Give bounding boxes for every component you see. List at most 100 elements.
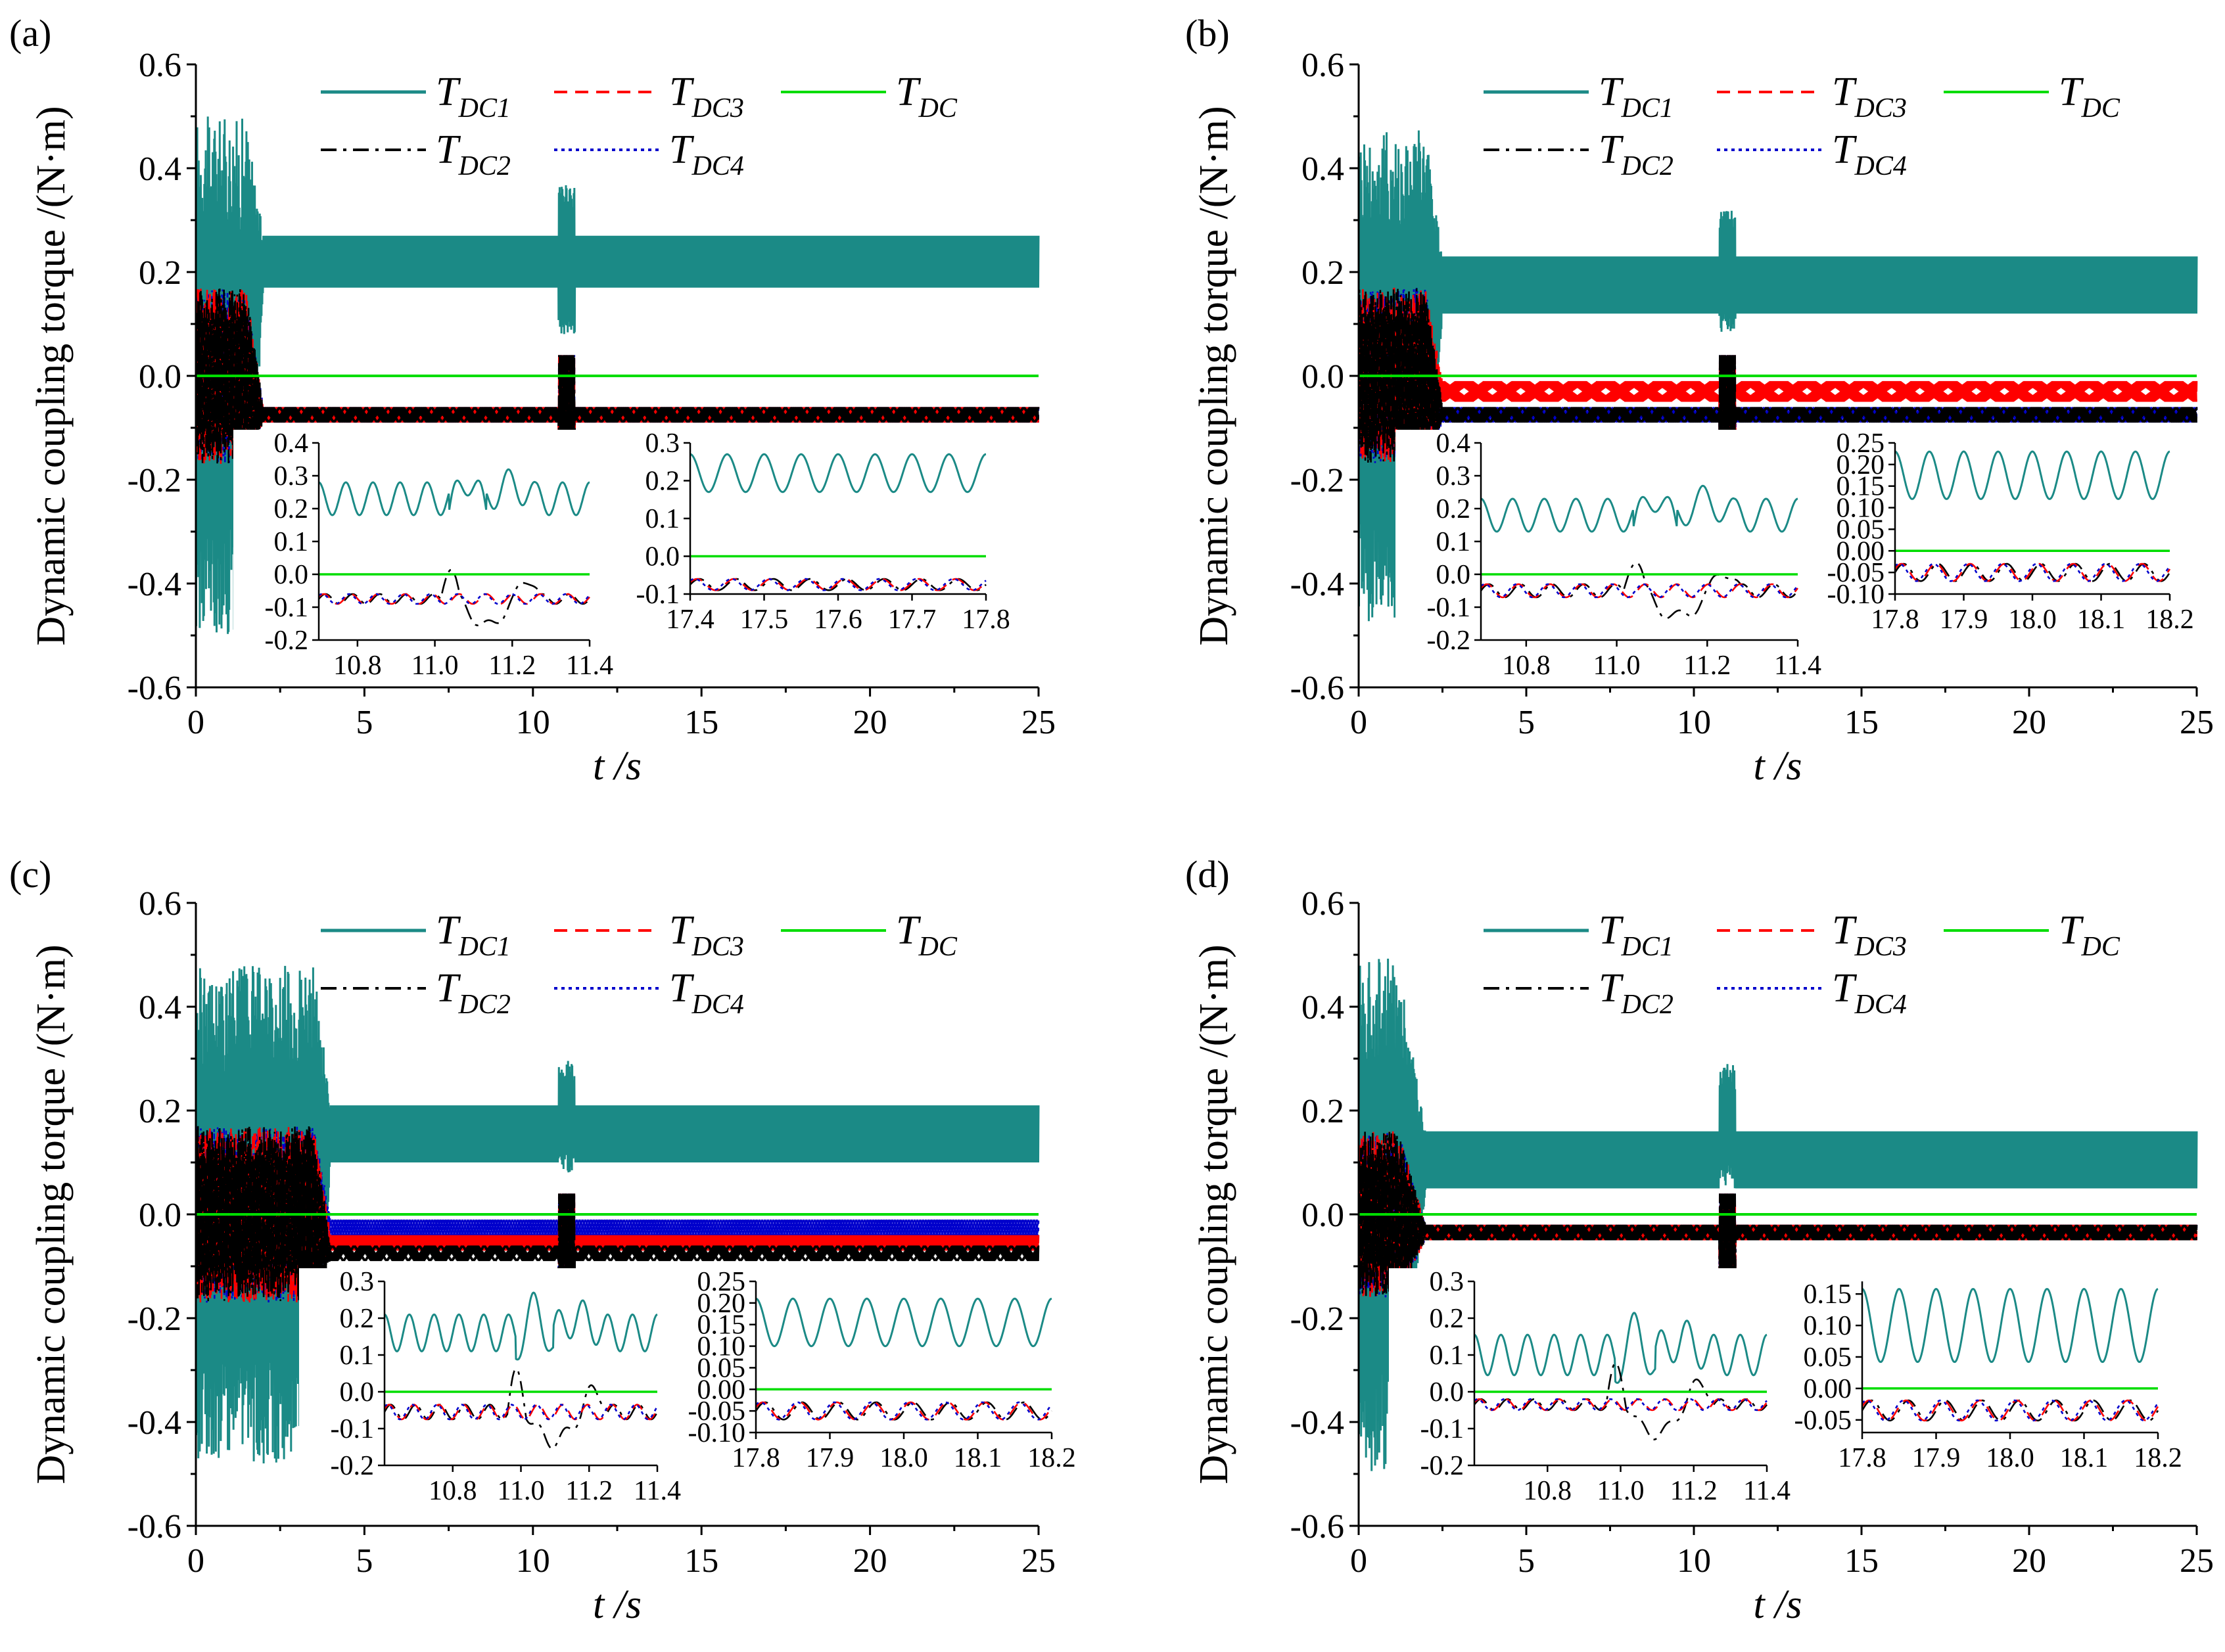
x-tick-label: 25 xyxy=(2180,704,2214,741)
y-tick-label: 0.0 xyxy=(1301,1197,1344,1234)
chart-panel-0: (a) 0 5 10 15 20 25 -0.6 -0.4 -0.2 0.0 0.2 0.4 0.6 t /… xyxy=(9,12,1056,789)
series-line-T_DC1 xyxy=(195,116,1040,634)
x-tick-label: 0 xyxy=(187,1542,204,1580)
inset-y-tick-label: -0.2 xyxy=(265,626,309,656)
inset-y-tick-label: 0.20 xyxy=(1837,450,1885,480)
inset-y-tick-label: 0.0 xyxy=(340,1377,375,1408)
y-tick-label: -0.4 xyxy=(128,566,181,603)
x-axis-title: t /s xyxy=(1753,744,1802,789)
series-line-T_DC1 xyxy=(1357,958,2198,1471)
y-tick-label: 0.0 xyxy=(1301,358,1344,396)
inset-y-tick-label: 0.0 xyxy=(1436,560,1471,590)
legend-label-T_DC1: TDC1 xyxy=(1599,70,1674,124)
inset-y-tick-label: 0.1 xyxy=(645,504,680,534)
inset-background xyxy=(233,430,603,679)
legend-main: T xyxy=(1832,70,1858,114)
y-tick-label: 0.4 xyxy=(139,989,181,1026)
inset-series-T_DC4 xyxy=(1894,562,2171,582)
inset-x-tick-label: 18.0 xyxy=(1986,1443,2034,1473)
inset-y-tick-label: -0.05 xyxy=(688,1396,746,1427)
legend-sub: DC xyxy=(2080,93,2120,124)
x-axis-title: t /s xyxy=(1753,1582,1802,1627)
inset-series-T_DC1 xyxy=(1862,1287,2159,1364)
legend-label-T_DC3: TDC3 xyxy=(669,70,744,124)
inset-series-T_DC2 xyxy=(1861,1399,2159,1422)
inset-chart: 17.8 17.9 18.0 18.1 18.2 -0.050.000.050.100.1… xyxy=(1777,1268,2182,1473)
inset-y-tick-label: 0.4 xyxy=(274,428,309,459)
y-tick-label: 0.2 xyxy=(1301,254,1344,292)
y-tick-label: 0.4 xyxy=(1301,989,1344,1026)
legend-label-T_DC1: TDC1 xyxy=(1599,908,1674,962)
inset-series-T_DC2 xyxy=(755,1401,1053,1421)
y-tick-label: -0.4 xyxy=(128,1404,181,1442)
y-axis-title: Dynamic coupling torque /(N·m) xyxy=(1192,106,1236,645)
inset-x-tick-label: 17.9 xyxy=(1912,1443,1961,1473)
legend-main: T xyxy=(896,70,922,114)
inset-y-tick-label: -0.10 xyxy=(1827,580,1885,610)
x-tick-label: 5 xyxy=(1518,704,1535,741)
inset-y-tick-label: 0.00 xyxy=(1804,1374,1852,1404)
inset-y-tick-label: 0.25 xyxy=(1837,428,1885,459)
legend-main: T xyxy=(669,127,695,172)
inset-y-tick-label: 0.2 xyxy=(274,494,309,524)
legend-main: T xyxy=(1832,966,1858,1011)
inset-series-T_DC3 xyxy=(1894,562,2171,582)
inset-y-tick-label: 0.00 xyxy=(697,1375,746,1405)
y-tick-label: 0.4 xyxy=(139,150,181,188)
series-line-T_DC3 xyxy=(1357,287,2198,464)
inset-chart: 10.8 11.0 11.2 11.4 -0.2-0.10.00.10.20.30.4 xyxy=(1395,428,1821,681)
legend-label-T_DC: TDC xyxy=(2059,70,2120,124)
x-tick-label: 0 xyxy=(1350,1542,1367,1580)
inset-background xyxy=(670,1268,1065,1472)
y-tick-label: -0.2 xyxy=(1290,1300,1344,1338)
inset-x-tick-label: 18.2 xyxy=(1027,1443,1076,1473)
inset-series-T_DC1 xyxy=(755,1297,1052,1348)
inset-chart: 17.4 17.5 17.6 17.7 17.8 -0.1 0.0 0.1 0.2 0.3 xyxy=(605,428,1010,635)
x-tick-label: 15 xyxy=(1844,704,1879,741)
legend-main: T xyxy=(436,908,461,953)
inset-chart: 17.8 17.9 18.0 18.1 18.2-0.10-0.050.000.050.… xyxy=(670,1267,1076,1473)
inset-series-T_DC3 xyxy=(1861,1399,2159,1422)
legend-label-T_DC2: TDC2 xyxy=(1599,127,1674,181)
inset-y-tick-label: 0.2 xyxy=(340,1304,375,1334)
inset-series-T_DC3 xyxy=(690,578,987,591)
legend-main: T xyxy=(1599,127,1624,172)
x-tick-label: 10 xyxy=(516,704,550,741)
plot-area xyxy=(1357,958,2198,1471)
legend-label-T_DC2: TDC2 xyxy=(1599,966,1674,1020)
inset-y-tick-label: 0.0 xyxy=(274,560,309,590)
y-tick-label: 0.0 xyxy=(139,1197,181,1234)
y-tick-label: 0.2 xyxy=(1301,1093,1344,1130)
legend-main: T xyxy=(669,70,695,114)
legend-sub: DC1 xyxy=(1620,93,1673,124)
inset-x-tick-label: 17.8 xyxy=(1838,1443,1886,1473)
legend-main: T xyxy=(669,966,695,1011)
x-axis-title: t /s xyxy=(593,1582,642,1627)
inset-background xyxy=(1777,1268,2171,1472)
inset-y-tick-label: 0.3 xyxy=(1436,461,1471,492)
legend-sub: DC2 xyxy=(1620,990,1673,1020)
legend-sub: DC3 xyxy=(691,932,743,962)
inset-y-tick-label: 0.05 xyxy=(1837,515,1885,545)
inset-y-tick-label: 0.3 xyxy=(274,461,309,492)
legend-main: T xyxy=(1599,70,1624,114)
inset-y-tick-label: 0.15 xyxy=(1837,472,1885,502)
inset-series-T_DC4 xyxy=(1480,583,1798,599)
panel-letter: (c) xyxy=(9,853,51,896)
inset-series-T_DC4 xyxy=(755,1401,1052,1421)
inset-background xyxy=(1810,430,2183,633)
inset-y-tick-label: 0.10 xyxy=(1804,1311,1852,1341)
legend-main: T xyxy=(436,70,461,114)
x-tick-label: 5 xyxy=(356,704,373,741)
inset-x-tick-label: 17.8 xyxy=(962,605,1010,635)
inset-y-tick-label: 0.15 xyxy=(1804,1279,1852,1310)
inset-x-tick-label: 10.8 xyxy=(1524,1476,1572,1506)
y-axis-title: Dynamic coupling torque /(N·m) xyxy=(1192,944,1236,1484)
inset-y-tick-label: -0.2 xyxy=(1427,626,1471,656)
x-tick-label: 20 xyxy=(853,704,887,741)
chart-panel-1: (b) 0 5 10 15 20 25 -0.6 -0.4 -0.2 0.0 0.2 0.4 0.6 t /… xyxy=(1185,12,2214,789)
inset-y-tick-label: 0.4 xyxy=(1436,428,1471,459)
inset-series-T_DC4 xyxy=(1861,1399,2159,1422)
inset-y-tick-label: 0.05 xyxy=(1804,1342,1852,1373)
legend-sub: DC2 xyxy=(1620,151,1673,181)
